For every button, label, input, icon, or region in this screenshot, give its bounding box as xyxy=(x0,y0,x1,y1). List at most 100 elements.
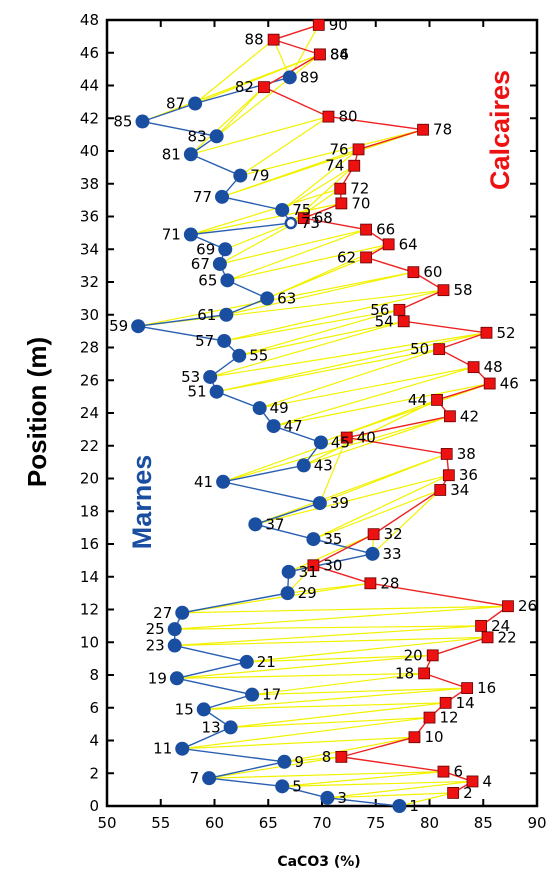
point-label-7: 7 xyxy=(190,769,200,787)
point-marker-6 xyxy=(437,765,450,778)
point-marker-28 xyxy=(364,577,377,590)
point-marker-59 xyxy=(131,319,146,334)
markers xyxy=(131,19,514,813)
point-label-66: 66 xyxy=(376,221,395,239)
point-label-67: 67 xyxy=(191,255,210,273)
point-marker-12 xyxy=(423,711,436,724)
point-label-78: 78 xyxy=(433,121,452,139)
x-tick-label: 70 xyxy=(312,814,331,832)
point-marker-53 xyxy=(203,369,218,384)
point-label-88: 88 xyxy=(245,31,264,49)
point-label-14: 14 xyxy=(456,694,475,712)
point-marker-45 xyxy=(313,435,328,450)
point-label-74: 74 xyxy=(325,157,344,175)
point-marker-39 xyxy=(312,496,327,511)
point-label-21: 21 xyxy=(257,653,276,671)
connector-lines xyxy=(138,24,509,807)
point-marker-89 xyxy=(282,70,297,85)
point-label-24: 24 xyxy=(491,617,510,635)
point-label-68: 68 xyxy=(314,209,333,227)
point-label-57: 57 xyxy=(195,332,214,350)
point-labels: 1234567891011121314151617181920212223242… xyxy=(109,16,537,815)
point-marker-57 xyxy=(217,333,232,348)
point-marker-47 xyxy=(266,419,281,434)
y-tick-label: 34 xyxy=(80,240,99,258)
point-label-12: 12 xyxy=(440,709,459,727)
point-label-41: 41 xyxy=(194,473,213,491)
point-marker-2 xyxy=(447,787,460,799)
y-tick-label: 42 xyxy=(80,109,99,127)
point-label-10: 10 xyxy=(424,728,443,746)
point-marker-64 xyxy=(382,238,395,251)
point-marker-75 xyxy=(275,202,290,217)
y-tick-label: 32 xyxy=(80,273,99,291)
point-label-11: 11 xyxy=(153,740,172,758)
point-label-3: 3 xyxy=(337,789,347,807)
point-marker-25 xyxy=(167,622,182,637)
point-marker-63 xyxy=(260,291,275,306)
point-marker-33 xyxy=(365,546,380,561)
y-tick-label: 38 xyxy=(80,175,99,193)
point-marker-7 xyxy=(202,771,217,786)
point-label-54: 54 xyxy=(375,312,394,330)
point-marker-72 xyxy=(334,182,347,195)
sequence-connector xyxy=(138,24,509,807)
point-label-56: 56 xyxy=(370,301,389,319)
point-marker-46 xyxy=(483,377,496,390)
point-label-51: 51 xyxy=(188,383,207,401)
point-label-52: 52 xyxy=(496,324,515,342)
point-marker-69 xyxy=(218,242,233,257)
point-label-85: 85 xyxy=(113,113,132,131)
point-label-17: 17 xyxy=(262,686,281,704)
point-marker-17 xyxy=(245,687,260,702)
point-label-19: 19 xyxy=(148,669,167,687)
point-marker-85 xyxy=(135,114,150,129)
point-label-70: 70 xyxy=(351,194,370,212)
point-label-15: 15 xyxy=(175,700,194,718)
point-label-4: 4 xyxy=(483,772,493,790)
point-label-5: 5 xyxy=(292,777,302,795)
point-marker-67 xyxy=(212,256,227,271)
x-tick-label: 60 xyxy=(205,814,224,832)
point-marker-26 xyxy=(502,600,514,613)
point-marker-70 xyxy=(335,197,348,210)
point-marker-16 xyxy=(461,682,474,694)
annotation-calcaires: Calcaires xyxy=(485,70,515,190)
y-tick-label: 6 xyxy=(89,699,99,717)
point-marker-15 xyxy=(196,702,211,717)
point-label-87: 87 xyxy=(166,95,185,113)
point-marker-18 xyxy=(418,667,431,680)
point-label-77: 77 xyxy=(193,188,212,206)
point-marker-19 xyxy=(169,671,184,686)
point-label-46: 46 xyxy=(500,375,519,393)
point-marker-78 xyxy=(417,123,429,136)
point-label-75: 75 xyxy=(292,201,311,219)
point-label-29: 29 xyxy=(298,584,317,602)
point-marker-74 xyxy=(348,159,361,172)
point-label-60: 60 xyxy=(423,263,442,281)
y-tick-label: 28 xyxy=(80,339,99,357)
point-label-2: 2 xyxy=(463,784,473,802)
point-label-90: 90 xyxy=(329,16,348,34)
point-label-43: 43 xyxy=(314,456,333,474)
point-label-81: 81 xyxy=(162,145,181,163)
point-marker-20 xyxy=(426,649,439,662)
x-tick-label: 55 xyxy=(151,814,170,832)
point-marker-52 xyxy=(480,326,493,339)
x-tick-label: 65 xyxy=(259,814,278,832)
point-marker-36 xyxy=(442,469,455,482)
y-tick-label: 20 xyxy=(80,470,99,488)
point-marker-83 xyxy=(209,129,224,144)
point-marker-44 xyxy=(431,393,443,406)
y-tick-label: 44 xyxy=(80,77,99,95)
point-marker-77 xyxy=(215,189,230,204)
point-label-34: 34 xyxy=(450,481,469,499)
point-label-82: 82 xyxy=(235,78,254,96)
point-marker-40 xyxy=(340,431,353,444)
point-marker-68 xyxy=(297,212,310,225)
point-marker-82 xyxy=(258,81,270,94)
point-marker-43 xyxy=(296,458,311,473)
point-label-61: 61 xyxy=(197,306,216,324)
point-label-31: 31 xyxy=(299,563,318,581)
y-tick-label: 14 xyxy=(80,568,99,586)
